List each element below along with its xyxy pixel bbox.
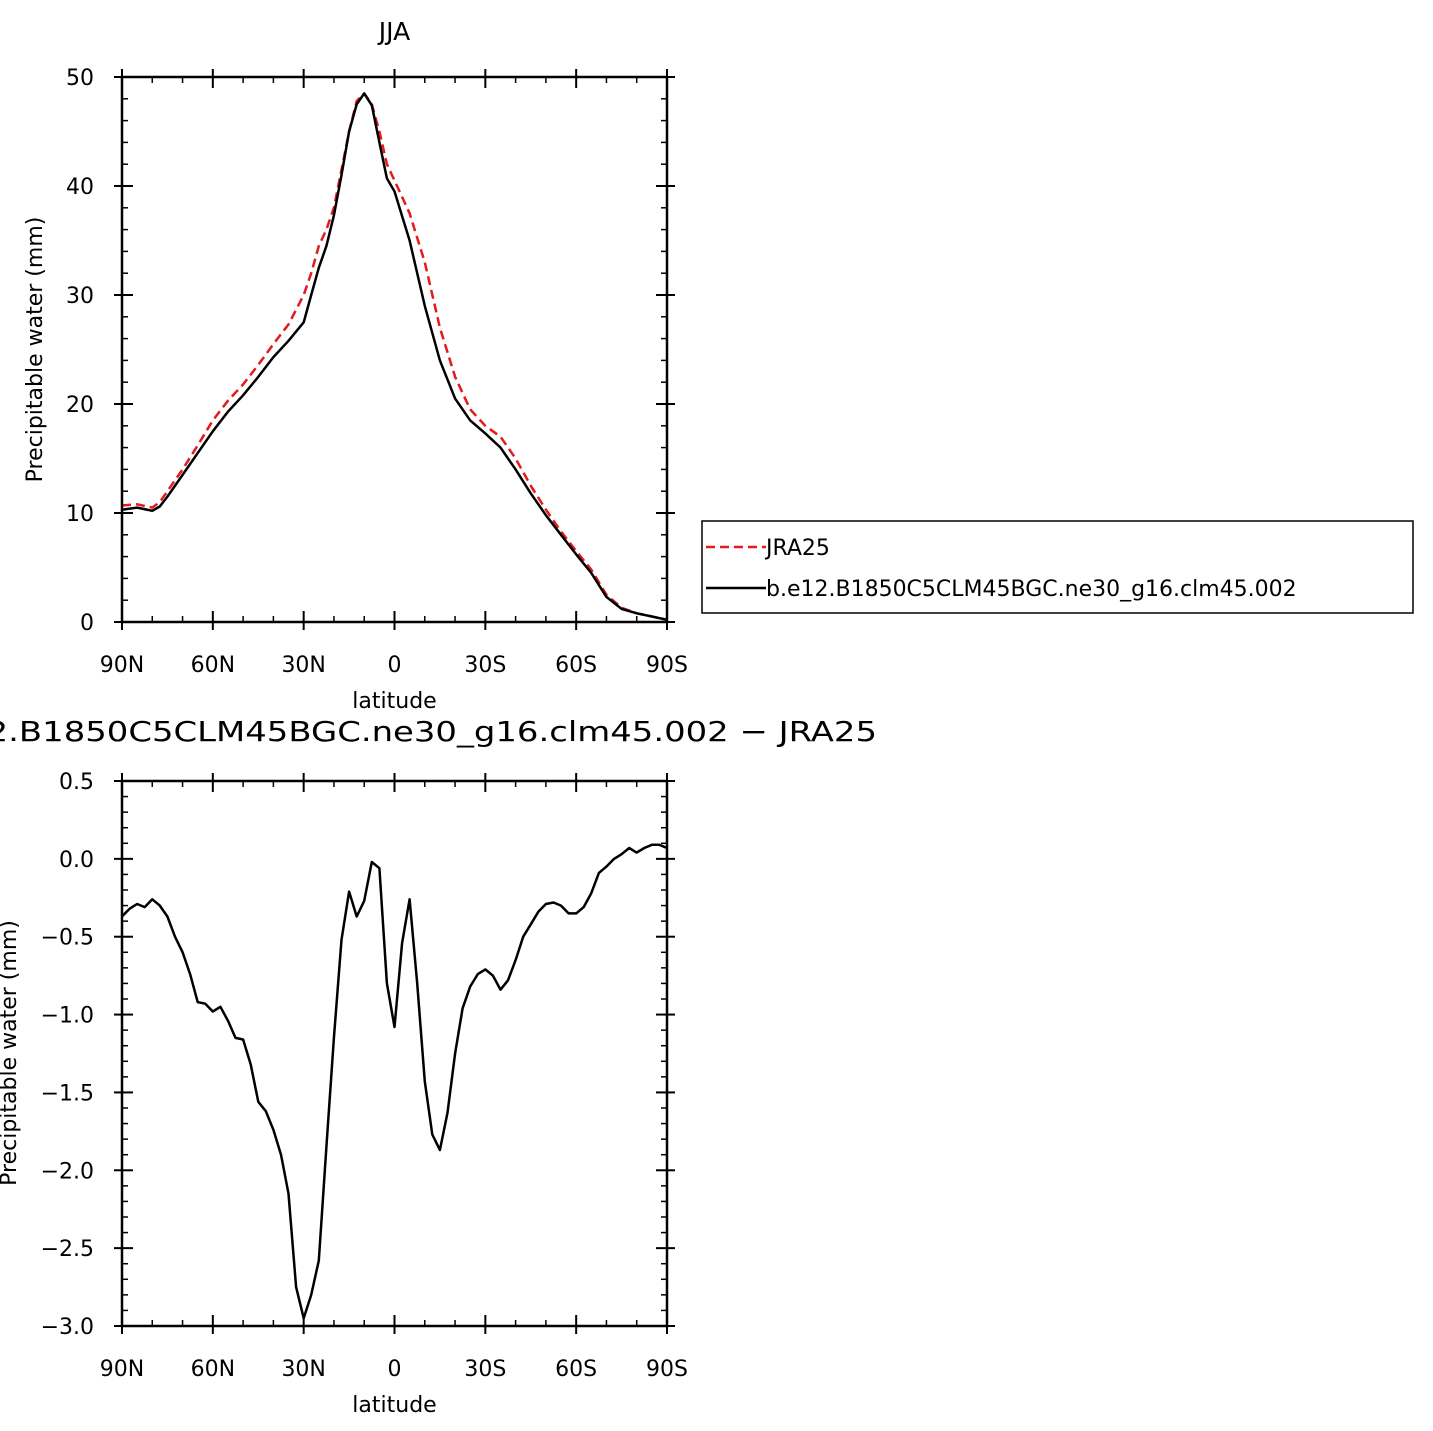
bottom-panel-x-axis-label: latitude <box>352 1393 436 1418</box>
bottom-y-tick-label: 0.0 <box>59 848 94 873</box>
bottom-x-tick-label: 90N <box>100 1357 144 1382</box>
bottom-panel: b.e12.B1850C5CLM45BGC.ne30_g16.clm45.002… <box>0 715 877 1418</box>
bottom-x-tick-label: 60S <box>555 1357 597 1382</box>
legend-label-model: b.e12.B1850C5CLM45BGC.ne30_g16.clm45.002 <box>766 577 1297 602</box>
top-panel-ticks: 90N 60N 30N 0 30S 60S 90S 0 10 20 30 40 50 <box>66 66 688 678</box>
top-y-tick-label: 40 <box>66 175 94 200</box>
top-x-tick-label: 60N <box>191 653 235 678</box>
bottom-x-tick-label: 60N <box>191 1357 235 1382</box>
bottom-y-tick-label: −3.0 <box>41 1315 94 1340</box>
top-x-tick-label: 90S <box>646 653 688 678</box>
top-x-tick-label: 30S <box>464 653 506 678</box>
bottom-y-tick-label: 0.5 <box>59 770 94 795</box>
bottom-panel-plot-frame <box>120 779 669 1328</box>
top-y-tick-label: 50 <box>66 66 94 91</box>
top-y-tick-label: 0 <box>80 611 94 636</box>
top-y-tick-label: 10 <box>66 502 94 527</box>
bottom-panel-ticks: 90N 60N 30N 0 30S 60S 90S 0.5 0.0 −0.5 −1.0 −1.5 −2.… <box>41 770 688 1382</box>
top-panel: JJA latitude Precipitable water (mm) 90N… <box>23 17 688 714</box>
top-panel-series-lines <box>121 92 668 622</box>
legend-box <box>701 520 1414 614</box>
top-series-line-2 <box>121 92 668 622</box>
bottom-panel-y-axis-label: Precipitable water (mm) <box>0 920 22 1186</box>
top-y-tick-label: 30 <box>66 284 94 309</box>
bottom-x-tick-label: 30N <box>281 1357 325 1382</box>
bottom-y-tick-label: −2.5 <box>41 1237 94 1262</box>
bottom-panel-title: b.e12.B1850C5CLM45BGC.ne30_g16.clm45.002… <box>0 715 877 748</box>
top-x-tick-label: 30N <box>281 653 325 678</box>
top-x-tick-label: 0 <box>388 653 402 678</box>
bottom-panel-series-lines <box>121 843 668 1320</box>
legend-label-jra25: JRA25 <box>764 536 830 561</box>
legend: JRA25 b.e12.B1850C5CLM45BGC.ne30_g16.clm… <box>701 520 1414 614</box>
bottom-y-tick-label: −0.5 <box>41 926 94 951</box>
bottom-x-tick-label: 30S <box>464 1357 506 1382</box>
top-panel-plot-frame <box>120 75 669 624</box>
bottom-x-tick-label: 0 <box>388 1357 402 1382</box>
bottom-y-tick-label: −1.0 <box>41 1004 94 1029</box>
bottom-y-tick-label: −2.0 <box>41 1159 94 1184</box>
bottom-series-line-1 <box>121 843 668 1320</box>
top-series-line-1 <box>121 92 668 622</box>
top-x-tick-label: 90N <box>100 653 144 678</box>
top-x-tick-label: 60S <box>555 653 597 678</box>
top-panel-title: JJA <box>377 17 410 46</box>
top-panel-x-axis-label: latitude <box>352 689 436 714</box>
bottom-y-tick-label: −1.5 <box>41 1081 94 1106</box>
top-panel-y-axis-label: Precipitable water (mm) <box>23 217 48 483</box>
top-y-tick-label: 20 <box>66 393 94 418</box>
bottom-x-tick-label: 90S <box>646 1357 688 1382</box>
